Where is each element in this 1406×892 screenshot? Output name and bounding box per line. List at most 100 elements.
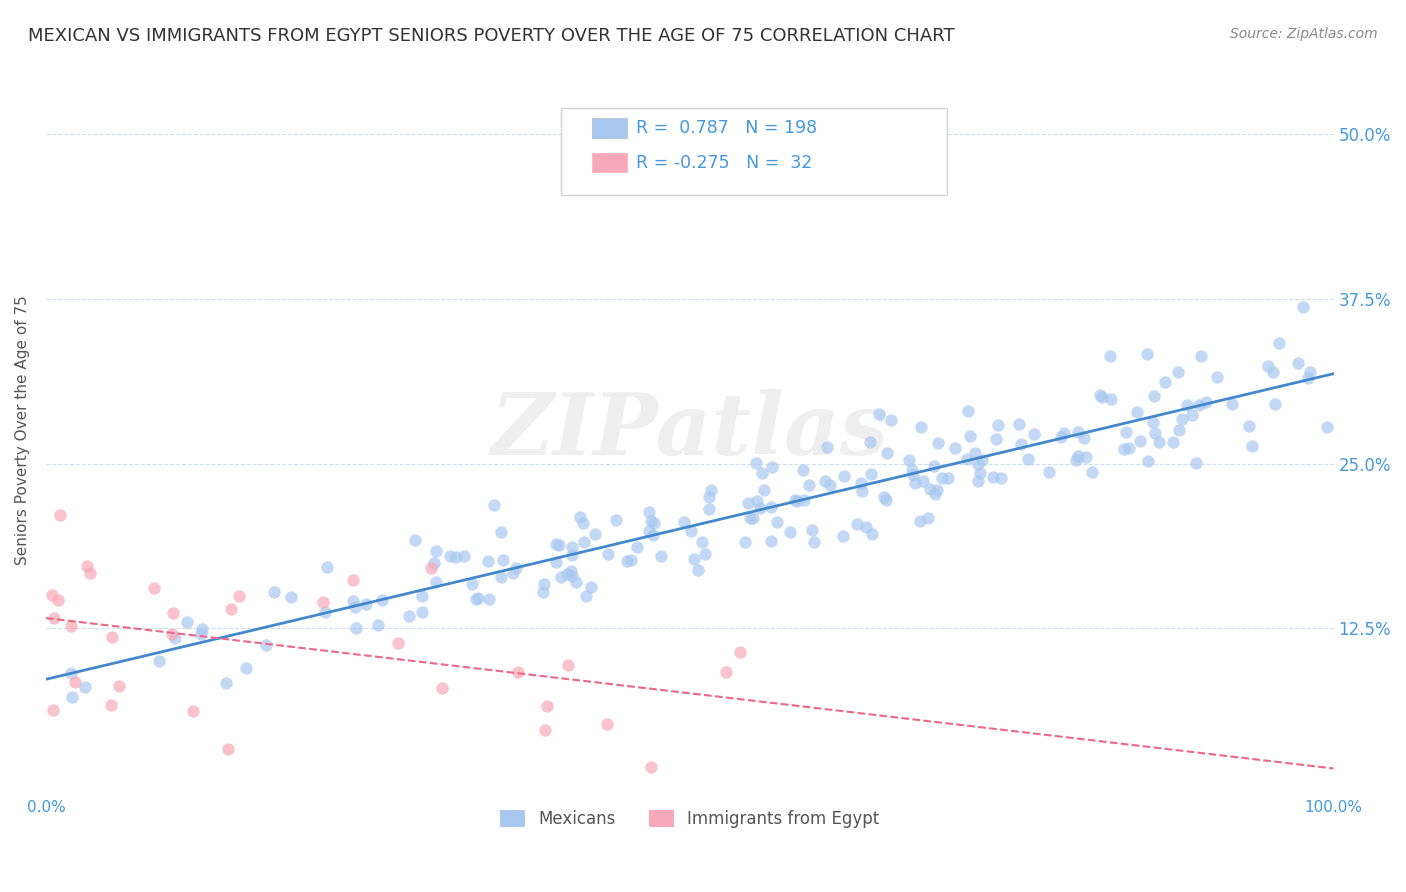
Immigrants from Egypt bbox=[41, 588, 63, 602]
Mexicans bbox=[502, 566, 524, 581]
Immigrants from Egypt bbox=[506, 665, 529, 680]
Mexicans bbox=[917, 510, 939, 524]
Immigrants from Egypt bbox=[596, 716, 619, 731]
Mexicans bbox=[547, 538, 569, 552]
Mexicans bbox=[737, 496, 759, 510]
Mexicans bbox=[544, 537, 567, 551]
Mexicans bbox=[280, 590, 302, 604]
Mexicans bbox=[673, 515, 696, 529]
Immigrants from Egypt bbox=[76, 558, 98, 573]
Mexicans bbox=[1188, 398, 1211, 412]
Mexicans bbox=[425, 575, 447, 590]
Mexicans bbox=[1126, 405, 1149, 419]
Mexicans bbox=[1268, 336, 1291, 351]
Text: MEXICAN VS IMMIGRANTS FROM EGYPT SENIORS POVERTY OVER THE AGE OF 75 CORRELATION : MEXICAN VS IMMIGRANTS FROM EGYPT SENIORS… bbox=[28, 27, 955, 45]
Mexicans bbox=[1241, 439, 1264, 453]
Mexicans bbox=[876, 445, 898, 459]
Mexicans bbox=[531, 585, 554, 599]
Mexicans bbox=[779, 524, 801, 539]
Immigrants from Egypt bbox=[432, 681, 454, 696]
Mexicans bbox=[638, 505, 661, 519]
Mexicans bbox=[371, 592, 394, 607]
Immigrants from Egypt bbox=[63, 674, 86, 689]
Mexicans bbox=[1053, 426, 1076, 441]
Mexicans bbox=[561, 568, 583, 582]
Mexicans bbox=[851, 484, 873, 499]
Mexicans bbox=[1143, 389, 1166, 403]
Mexicans bbox=[700, 483, 723, 497]
Mexicans bbox=[423, 556, 446, 570]
Immigrants from Egypt bbox=[49, 508, 72, 523]
Mexicans bbox=[544, 555, 567, 569]
Immigrants from Egypt bbox=[342, 573, 364, 587]
Mexicans bbox=[752, 483, 775, 497]
Mexicans bbox=[813, 474, 835, 488]
Mexicans bbox=[797, 478, 820, 492]
Mexicans bbox=[967, 458, 990, 472]
FancyBboxPatch shape bbox=[592, 153, 627, 172]
Mexicans bbox=[759, 500, 782, 514]
Mexicans bbox=[461, 577, 484, 591]
Mexicans bbox=[783, 493, 806, 508]
Mexicans bbox=[315, 560, 337, 574]
Mexicans bbox=[1136, 347, 1159, 361]
Mexicans bbox=[1153, 376, 1175, 390]
Mexicans bbox=[875, 492, 897, 507]
Mexicans bbox=[749, 500, 772, 515]
Mexicans bbox=[1143, 425, 1166, 440]
Immigrants from Egypt bbox=[107, 679, 129, 693]
Mexicans bbox=[792, 463, 814, 477]
Mexicans bbox=[859, 435, 882, 450]
Mexicans bbox=[801, 523, 824, 537]
Mexicans bbox=[1081, 465, 1104, 479]
Mexicans bbox=[555, 567, 578, 582]
Mexicans bbox=[740, 511, 762, 525]
Immigrants from Egypt bbox=[228, 589, 250, 603]
Mexicans bbox=[574, 535, 596, 549]
Mexicans bbox=[1189, 349, 1212, 363]
Mexicans bbox=[1112, 442, 1135, 457]
Immigrants from Egypt bbox=[60, 618, 83, 632]
Mexicans bbox=[901, 463, 924, 477]
Mexicans bbox=[766, 515, 789, 529]
Mexicans bbox=[1237, 418, 1260, 433]
Mexicans bbox=[176, 615, 198, 629]
Mexicans bbox=[1099, 392, 1122, 407]
Mexicans bbox=[1149, 435, 1171, 450]
Mexicans bbox=[489, 525, 512, 540]
Mexicans bbox=[1067, 450, 1090, 464]
Mexicans bbox=[987, 418, 1010, 433]
Mexicans bbox=[918, 483, 941, 497]
Mexicans bbox=[697, 501, 720, 516]
Immigrants from Egypt bbox=[79, 566, 101, 580]
Mexicans bbox=[650, 549, 672, 563]
Mexicans bbox=[956, 452, 979, 467]
Mexicans bbox=[367, 618, 389, 632]
Mexicans bbox=[925, 483, 948, 498]
Mexicans bbox=[1038, 465, 1060, 479]
Immigrants from Egypt bbox=[311, 595, 333, 609]
Mexicans bbox=[1168, 423, 1191, 437]
Mexicans bbox=[879, 413, 901, 427]
Text: ZIPatlas: ZIPatlas bbox=[491, 389, 889, 473]
Mexicans bbox=[1129, 434, 1152, 449]
Mexicans bbox=[859, 467, 882, 482]
Immigrants from Egypt bbox=[387, 635, 409, 649]
Mexicans bbox=[734, 534, 756, 549]
Mexicans bbox=[1171, 412, 1194, 426]
Mexicans bbox=[492, 552, 515, 566]
Mexicans bbox=[690, 534, 713, 549]
Mexicans bbox=[927, 436, 949, 450]
Mexicans bbox=[640, 515, 662, 529]
Mexicans bbox=[741, 510, 763, 524]
Mexicans bbox=[1292, 300, 1315, 314]
Mexicans bbox=[620, 553, 643, 567]
Mexicans bbox=[60, 690, 83, 705]
Mexicans bbox=[477, 554, 499, 568]
Immigrants from Egypt bbox=[536, 698, 558, 713]
Mexicans bbox=[873, 491, 896, 505]
Mexicans bbox=[1067, 425, 1090, 439]
Mexicans bbox=[439, 549, 461, 564]
Mexicans bbox=[969, 467, 991, 481]
Mexicans bbox=[910, 514, 932, 528]
